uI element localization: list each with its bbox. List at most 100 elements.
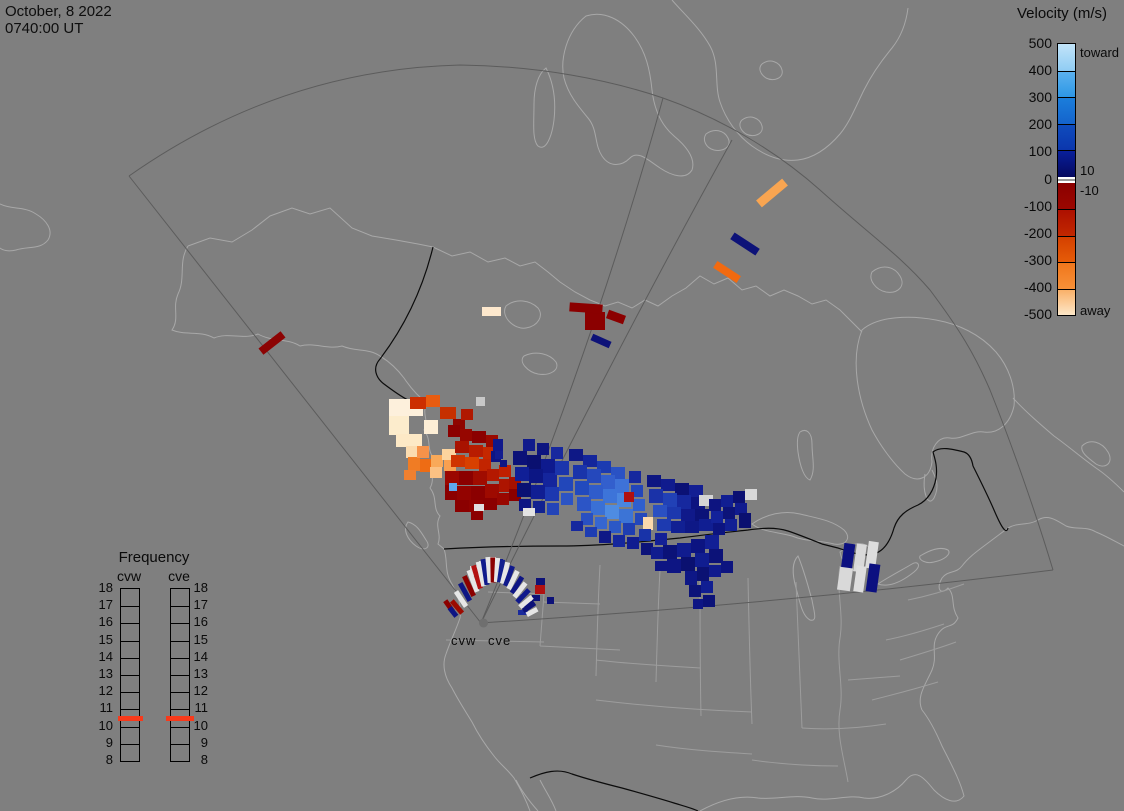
velocity-tick-label: 300 (1028, 89, 1052, 106)
frequency-tick-label: 17 (193, 597, 208, 613)
frequency-cell (121, 709, 139, 726)
echo-bar (606, 309, 626, 325)
frequency-tick-label: 11 (194, 700, 209, 716)
velocity-cell (551, 447, 563, 459)
velocity-cell (533, 501, 545, 513)
frequency-cell (121, 657, 139, 675)
velocity-cell (523, 439, 535, 451)
velocity-cell (655, 561, 667, 571)
echo-bar (865, 540, 879, 570)
frequency-tick-label: 11 (99, 700, 114, 716)
frequency-cell (121, 674, 139, 692)
threshold-lower-label: -10 (1080, 183, 1099, 198)
velocity-cell (459, 471, 473, 485)
echo-bar (453, 590, 469, 608)
frequency-cell (121, 589, 139, 606)
frequency-tick-label: 12 (98, 683, 113, 699)
velocity-cell (461, 409, 473, 420)
echo-bar (713, 261, 741, 283)
echo-bar (466, 569, 480, 593)
velocity-cell (577, 497, 591, 511)
velocity-cell (485, 484, 499, 498)
frequency-cell (121, 606, 139, 623)
velocity-cell (482, 307, 501, 316)
frequency-marker (118, 715, 143, 721)
velocity-cell (547, 503, 559, 515)
velocity-cell (695, 509, 709, 521)
velocity-cell (474, 504, 484, 511)
velocity-cell (629, 471, 641, 483)
velocity-legend-title: Velocity (m/s) (1016, 5, 1107, 22)
frequency-tick-label: 9 (200, 734, 208, 750)
velocity-cell (735, 503, 747, 515)
velocity-cell (713, 523, 725, 535)
velocity-cell (460, 429, 472, 441)
velocity-cell (671, 521, 685, 533)
colorbar-toward-block (1058, 123, 1075, 150)
echo-bar (475, 561, 487, 587)
velocity-cell (571, 521, 583, 531)
velocity-cell (675, 483, 689, 495)
echo-bar (462, 574, 476, 598)
frequency-column-cve: cve (168, 568, 190, 584)
frequency-tick-label: 18 (98, 580, 113, 595)
state-borders (445, 564, 965, 783)
toward-label: toward (1080, 45, 1120, 60)
frequency-cell (171, 606, 189, 623)
velocity-cell (455, 441, 469, 453)
echo-bar (258, 331, 286, 355)
radar-beam-bars-layer (258, 178, 881, 618)
echo-bar (569, 302, 603, 314)
velocity-cell (442, 449, 456, 460)
timestamp-date: October, 8 2022 (5, 3, 112, 20)
frequency-marker (166, 715, 194, 721)
echo-bar (515, 588, 531, 604)
colorbar-away-block (1058, 182, 1075, 209)
colorbar-toward-block (1058, 97, 1075, 124)
echo-bar (447, 606, 459, 618)
velocity-cell (569, 449, 583, 461)
echo-bar (525, 606, 539, 618)
velocity-cell (497, 493, 509, 505)
velocity-cell (449, 483, 457, 491)
velocity-cell (709, 499, 721, 511)
velocity-cell (699, 495, 713, 506)
velocity-colorbar (1057, 43, 1076, 316)
velocity-cell (725, 519, 737, 531)
echo-bar (512, 581, 528, 599)
velocity-cell (545, 487, 559, 501)
velocity-cell (639, 529, 651, 541)
velocity-cell (661, 479, 675, 491)
velocity-tick-label: 200 (1028, 116, 1052, 133)
colorbar-away-block (1058, 209, 1075, 236)
velocity-cell (705, 535, 719, 549)
frequency-cell (121, 726, 139, 744)
velocity-cell (627, 537, 639, 549)
velocity-cell (517, 483, 531, 497)
velocity-cell (643, 517, 653, 530)
velocity-cell (555, 461, 569, 475)
velocity-cell (733, 491, 745, 503)
frequency-cell (171, 640, 189, 658)
velocity-cell (581, 513, 593, 525)
velocity-cell (389, 416, 409, 435)
velocity-cell (499, 479, 511, 492)
velocity-cell (589, 485, 603, 499)
frequency-tick-label: 12 (193, 683, 208, 699)
frequency-tick-label: 13 (98, 666, 113, 681)
frequency-cell (121, 692, 139, 709)
velocity-cell (701, 581, 713, 593)
echo-bar (590, 333, 612, 349)
velocity-cell (583, 455, 597, 467)
velocity-cell (483, 498, 497, 510)
velocity-cell (410, 397, 426, 409)
threshold-upper-label: 10 (1080, 163, 1095, 178)
velocity-tick-label: -400 (1023, 278, 1052, 295)
velocity-cell (420, 459, 432, 472)
velocity-cell (699, 519, 713, 531)
echo-bar (865, 563, 881, 593)
velocity-cell (649, 489, 663, 503)
velocity-cell (693, 599, 703, 609)
frequency-cell (121, 623, 139, 640)
frequency-tick-label: 17 (98, 597, 113, 613)
